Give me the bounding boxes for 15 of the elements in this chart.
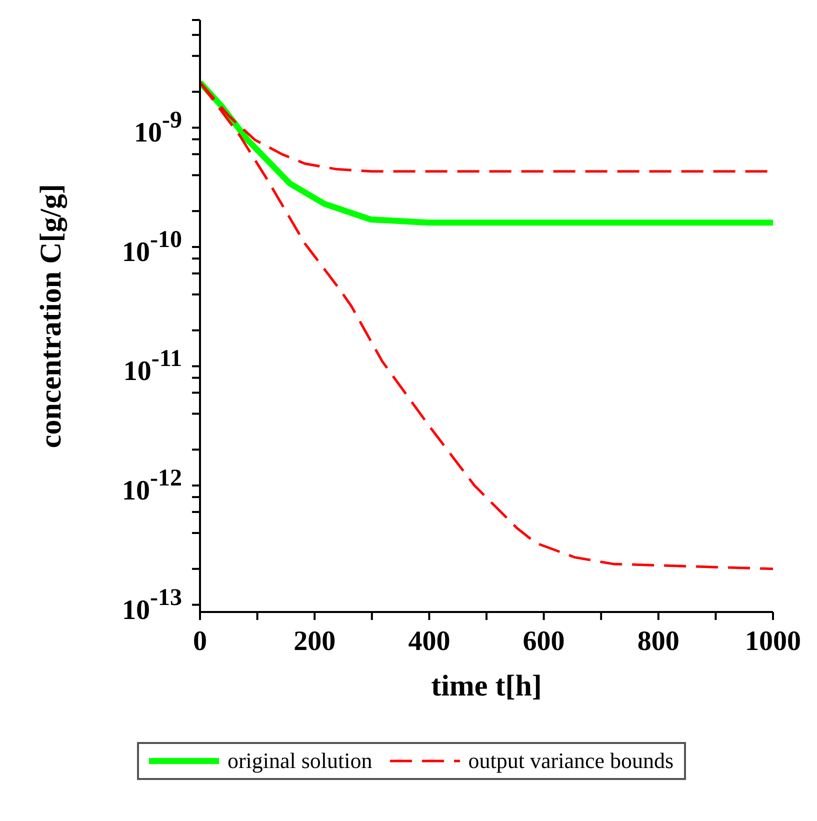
legend-label: original solution [227,748,372,774]
x-tick-label: 800 [637,626,680,657]
x-tick-label: 200 [294,626,336,657]
x-tick-label: 0 [193,626,207,657]
legend-label: output variance bounds [468,748,674,774]
x-tick-label: 1000 [745,626,801,657]
y-axis-title: concentration C[g/g] [34,184,68,448]
y-tick-label: 10$^{-12}$ [122,465,182,507]
x-axis-title: time t[h] [431,669,542,702]
y-tick-label: 10$^{-10}$ [122,226,182,268]
y-tick-label: 10$^{-13}$ [122,584,182,626]
y-tick-label: 10$^{-11}$ [123,346,182,388]
y-tick-label: 10$^{-9}$ [134,107,182,149]
x-tick-label: 600 [522,626,565,657]
x-tick-label: 400 [408,626,450,657]
